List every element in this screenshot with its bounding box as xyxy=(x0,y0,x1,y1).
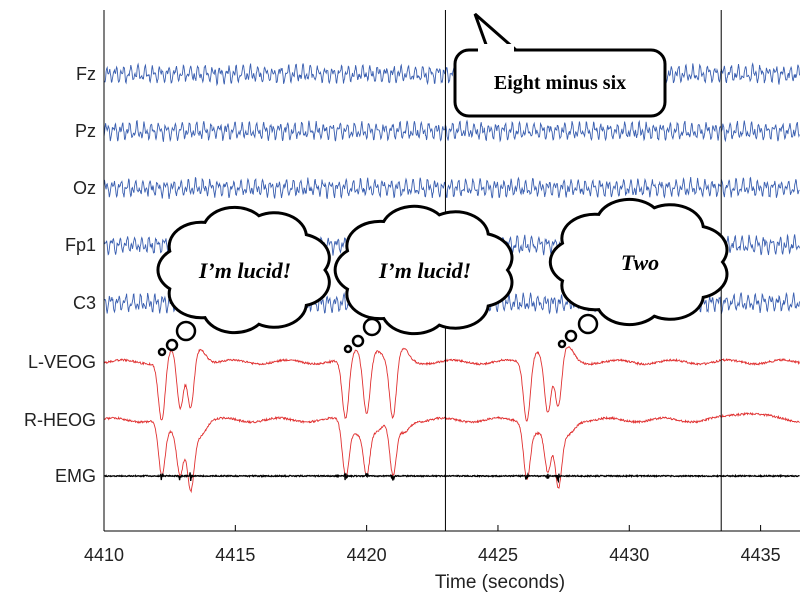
trace-oz xyxy=(103,176,800,199)
thought-cloud-body xyxy=(156,205,331,335)
trace-r-heog xyxy=(104,411,800,494)
thought-dot-1 xyxy=(175,320,197,342)
x-axis-title: Time (seconds) xyxy=(435,572,565,593)
x-tick-label-4410: 4410 xyxy=(84,545,124,565)
thought-dot-1 xyxy=(362,317,382,337)
x-tick-label-4415: 4415 xyxy=(215,545,255,565)
speech-bubble-text: Eight minus six xyxy=(494,72,626,94)
thought-dot-1 xyxy=(577,313,599,335)
axes: 4410 4415 4420 4425 4430 4435 xyxy=(84,10,800,565)
x-tick-label-4420: 4420 xyxy=(347,545,387,565)
channel-label-r-heog: R-HEOG xyxy=(24,410,96,430)
trace-pz xyxy=(103,119,800,143)
thought-bubble-text: I’m lucid! xyxy=(198,258,291,283)
trace-fz xyxy=(103,62,800,87)
thought-cloud-body xyxy=(548,197,729,327)
thought-dot-2 xyxy=(165,338,179,352)
annotation-bubbles: Eight minus six I’m lucid! I’m lucid! Two xyxy=(156,12,729,357)
speech-bubble: Eight minus six xyxy=(453,12,667,118)
thought-dot-2 xyxy=(351,334,365,348)
channel-label-emg: EMG xyxy=(55,466,96,486)
thought-bubble-text: I’m lucid! xyxy=(378,258,471,283)
channel-labels: Fz Pz Oz Fp1 C3 L-VEOG R-HEOG EMG xyxy=(24,64,96,486)
channel-label-pz: Pz xyxy=(75,121,96,141)
channel-label-c3: C3 xyxy=(73,293,96,313)
x-tick-label-4435: 4435 xyxy=(741,545,781,565)
channel-label-oz: Oz xyxy=(73,178,96,198)
thought-bubble-3: Two xyxy=(548,197,729,349)
channel-label-l-veog: L-VEOG xyxy=(28,352,96,372)
x-tick-label-4430: 4430 xyxy=(609,545,649,565)
x-tick-label-4425: 4425 xyxy=(478,545,518,565)
thought-dot-3 xyxy=(157,347,167,357)
speech-bubble-body xyxy=(453,48,667,118)
thought-dot-3 xyxy=(557,339,567,349)
channel-label-fp1: Fp1 xyxy=(65,235,96,255)
thought-bubble-2: I’m lucid! xyxy=(333,204,514,354)
thought-dot-3 xyxy=(343,344,353,354)
channel-label-fz: Fz xyxy=(76,64,96,84)
thought-cloud-body xyxy=(333,204,514,336)
thought-bubble-1: I’m lucid! xyxy=(156,205,331,357)
thought-bubble-text: Two xyxy=(621,250,659,275)
thought-dot-2 xyxy=(564,329,578,343)
trace-l-veog xyxy=(103,346,800,422)
speech-bubble-join xyxy=(478,44,514,54)
trace-emg xyxy=(103,472,800,484)
